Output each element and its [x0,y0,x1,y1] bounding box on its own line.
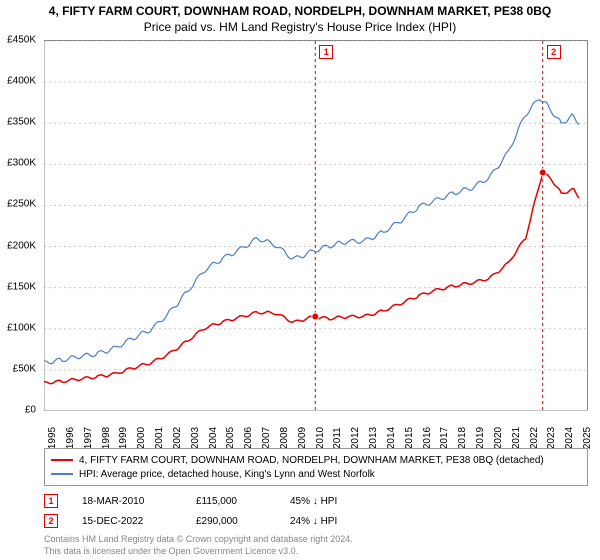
x-tick-label: 1998 [101,427,112,449]
sale-diff: 45% ↓ HPI [290,496,380,507]
y-tick-label: £200K [7,240,36,251]
y-tick-label: £350K [7,117,36,128]
x-tick-label: 2003 [190,427,201,449]
x-tick-label: 1997 [83,427,94,449]
x-tick-label: 2025 [582,427,593,449]
x-tick-label: 2004 [208,427,219,449]
sale-price: £290,000 [196,516,266,527]
sale-row-badge: 2 [44,514,58,528]
x-tick-label: 2019 [475,427,486,449]
x-tick-label: 2006 [243,427,254,449]
sale-price: £115,000 [196,496,266,507]
x-tick-label: 2010 [315,427,326,449]
x-tick-label: 2005 [225,427,236,449]
x-tick-label: 2020 [493,427,504,449]
legend-row: 4, FIFTY FARM COURT, DOWNHAM ROAD, NORDE… [51,453,581,467]
x-tick-label: 2016 [422,427,433,449]
sale-row-badge: 1 [44,494,58,508]
x-tick-label: 2008 [279,427,290,449]
x-tick-label: 2018 [457,427,468,449]
sales-table: 1 18-MAR-2010 £115,000 45% ↓ HPI 2 15-DEC-202… [44,492,588,530]
sale-row: 1 18-MAR-2010 £115,000 45% ↓ HPI [44,492,588,510]
x-axis-labels: 1995199619971998199920002001200220032004… [44,412,588,442]
sale-diff: 24% ↓ HPI [290,516,380,527]
legend-swatch [51,459,73,461]
x-tick-label: 2015 [404,427,415,449]
x-tick-label: 2000 [136,427,147,449]
y-tick-label: £300K [7,158,36,169]
x-tick-label: 2014 [386,427,397,449]
attribution-line1: Contains HM Land Registry data © Crown c… [44,534,588,546]
x-tick-label: 2002 [172,427,183,449]
x-tick-label: 1999 [118,427,129,449]
attribution-line2: This data is licensed under the Open Gov… [44,546,588,558]
y-tick-label: £400K [7,76,36,87]
x-tick-label: 2001 [154,427,165,449]
y-tick-label: £0 [25,405,36,416]
title-block: 4, FIFTY FARM COURT, DOWNHAM ROAD, NORDE… [0,0,600,36]
x-tick-label: 2023 [546,427,557,449]
chart-svg [44,41,588,411]
sale-marker-badge: 2 [547,45,561,59]
chart-container: 4, FIFTY FARM COURT, DOWNHAM ROAD, NORDE… [0,0,600,560]
legend-row: HPI: Average price, detached house, King… [51,467,581,481]
x-tick-label: 2011 [332,427,343,449]
legend-label: HPI: Average price, detached house, King… [79,469,375,480]
x-tick-label: 1995 [47,427,58,449]
legend-swatch [51,473,73,475]
y-axis-labels: £0£50K£100K£150K£200K£250K£300K£350K£400… [0,40,40,410]
legend-label: 4, FIFTY FARM COURT, DOWNHAM ROAD, NORDE… [79,455,544,466]
title-address: 4, FIFTY FARM COURT, DOWNHAM ROAD, NORDE… [10,4,590,18]
y-tick-label: £150K [7,281,36,292]
x-tick-label: 2017 [439,427,450,449]
sale-date: 18-MAR-2010 [82,496,172,507]
x-tick-label: 2021 [511,427,522,449]
x-tick-label: 2022 [529,427,540,449]
title-subtitle: Price paid vs. HM Land Registry's House … [10,20,590,34]
x-tick-label: 1996 [65,427,76,449]
sale-marker-badge: 1 [319,45,333,59]
sale-date: 15-DEC-2022 [82,516,172,527]
legend-box: 4, FIFTY FARM COURT, DOWNHAM ROAD, NORDE… [44,448,588,486]
x-tick-label: 2024 [564,427,575,449]
legend-area: 4, FIFTY FARM COURT, DOWNHAM ROAD, NORDE… [44,448,588,557]
sale-row: 2 15-DEC-2022 £290,000 24% ↓ HPI [44,512,588,530]
y-tick-label: £50K [13,363,36,374]
attribution: Contains HM Land Registry data © Crown c… [44,534,588,557]
x-tick-label: 2009 [297,427,308,449]
x-tick-label: 2007 [261,427,272,449]
y-tick-label: £100K [7,322,36,333]
x-tick-label: 2013 [368,427,379,449]
x-tick-label: 2012 [350,427,361,449]
y-tick-label: £250K [7,199,36,210]
plot-area: 12 [44,40,588,410]
y-tick-label: £450K [7,35,36,46]
